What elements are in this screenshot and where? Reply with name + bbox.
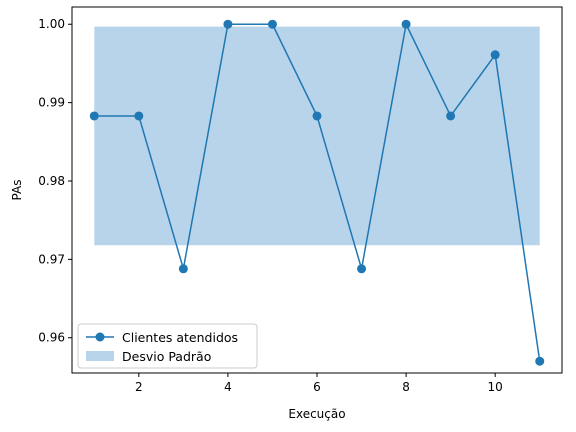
y-tick-label: 0.96 xyxy=(38,331,65,345)
data-point-11 xyxy=(535,356,545,366)
data-point-2 xyxy=(134,111,144,121)
x-axis-label: Execução xyxy=(288,407,345,421)
legend-marker-swatch xyxy=(95,332,105,342)
y-tick-label: 1.00 xyxy=(38,17,65,31)
legend-entry-clientes-atendidos: Clientes atendidos xyxy=(122,330,238,345)
data-point-8 xyxy=(401,19,411,29)
data-point-7 xyxy=(357,264,367,274)
x-tick-label: 6 xyxy=(313,380,321,394)
std-band xyxy=(94,26,540,246)
y-tick-label: 0.98 xyxy=(38,174,65,188)
data-point-4 xyxy=(223,19,233,29)
x-tick-label: 10 xyxy=(488,380,503,394)
x-tick-label: 4 xyxy=(224,380,232,394)
y-tick-label: 0.97 xyxy=(38,252,65,266)
data-point-6 xyxy=(312,111,322,121)
std-band-layer xyxy=(94,26,540,246)
series-layer xyxy=(89,19,545,366)
data-point-5 xyxy=(267,19,277,29)
data-point-10 xyxy=(490,50,500,60)
data-point-3 xyxy=(178,264,188,274)
legend-box xyxy=(77,323,258,369)
data-point-1 xyxy=(89,111,99,121)
x-tick-label: 8 xyxy=(402,380,410,394)
y-tick-label: 0.99 xyxy=(38,96,65,110)
x-tick-label: 2 xyxy=(135,380,143,394)
legend-entry-desvio-padrao: Desvio Padrão xyxy=(122,349,211,364)
y-ticks: 0.96 0.97 0.98 0.99 1.00 xyxy=(38,17,72,345)
x-ticks: 2 4 6 8 10 xyxy=(135,373,503,394)
legend-band-swatch xyxy=(86,351,114,361)
legend: Clientes atendidos Desvio Padrão xyxy=(77,323,258,369)
y-axis-label: PAs xyxy=(10,180,24,201)
data-point-9 xyxy=(446,111,456,121)
